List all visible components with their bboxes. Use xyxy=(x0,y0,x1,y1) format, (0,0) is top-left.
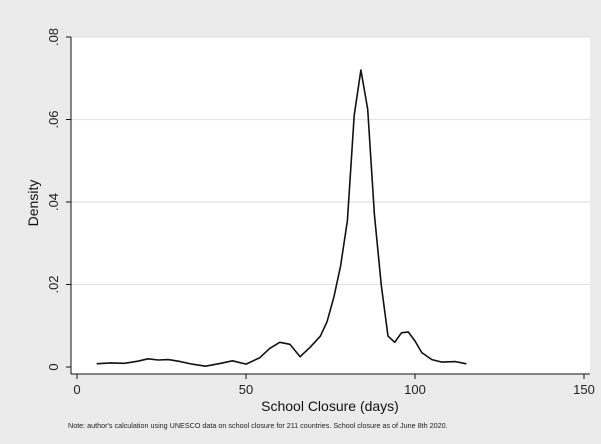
x-tick-label: 0 xyxy=(73,382,80,397)
y-tick-label: 0 xyxy=(46,363,61,370)
x-tick-label: 150 xyxy=(573,382,595,397)
y-axis-title: Density xyxy=(25,180,41,227)
chart-note: Note: author's calculation using UNESCO … xyxy=(68,421,448,430)
x-axis-title: School Closure (days) xyxy=(261,398,399,414)
x-tick-label: 100 xyxy=(404,382,426,397)
x-tick-label: 50 xyxy=(239,382,253,397)
y-tick-label: .04 xyxy=(46,193,61,211)
y-tick-label: .08 xyxy=(46,28,61,46)
plot-area xyxy=(71,37,590,374)
density-line xyxy=(96,69,467,367)
y-tick-label: .06 xyxy=(46,110,61,128)
y-tick-label: .02 xyxy=(46,275,61,293)
